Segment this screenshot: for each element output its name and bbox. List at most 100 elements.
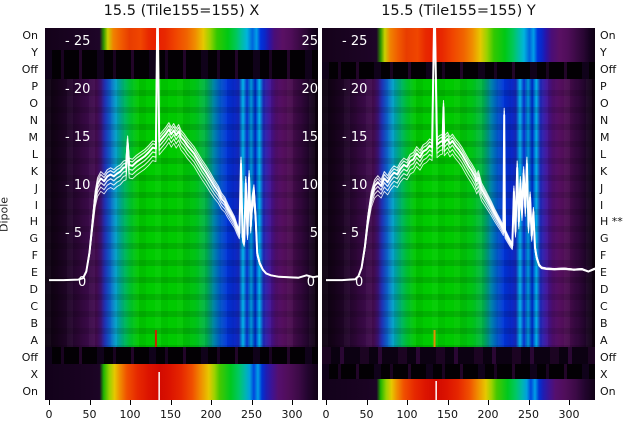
xtick-mark-p0-150 — [170, 400, 172, 405]
ytick-zero-p1: 0 — [355, 275, 364, 290]
ytick-between-25: 25 — [301, 34, 318, 49]
row-label-right-18: A — [600, 333, 608, 347]
ytick-inner-p0-5: - 5 — [65, 226, 83, 241]
xtick-mark-p1-200 — [488, 400, 489, 405]
xtick-mark-p0-100 — [130, 400, 131, 405]
ytick-between-5: 5 — [309, 226, 318, 241]
row-label-right-13: F — [600, 249, 607, 263]
xtick-label-p0-250: 250 — [241, 408, 262, 421]
xtick-label-p0-0: 0 — [45, 408, 53, 421]
row-label-right-6: M — [600, 130, 610, 144]
xtick-mark-p1-0 — [326, 400, 327, 405]
xtick-label-p0-150: 150 — [160, 408, 181, 421]
ytick-inner-p0-25: - 25 — [65, 34, 91, 49]
xtick-mark-p0-250 — [251, 400, 253, 405]
row-label-right-7: L — [600, 147, 607, 161]
row-label-right-14: E — [600, 266, 607, 280]
xtick-mark-p0-50 — [89, 400, 91, 405]
row-label-left-9: J — [34, 181, 38, 195]
ytick-between-zero: 0 — [306, 275, 315, 290]
row-label-right-21: On — [600, 384, 616, 398]
row-label-right-5: N — [600, 114, 609, 127]
row-label-left-13: F — [31, 249, 38, 263]
row-label-left-6: M — [28, 130, 39, 144]
xtick-label-p1-50: 50 — [359, 408, 374, 421]
x-panel-dipole-heatmap — [45, 79, 318, 347]
row-label-left-10: I — [34, 198, 38, 212]
xtick-label-p1-100: 100 — [396, 408, 418, 421]
y-panel-on-y-rows-band — [322, 28, 595, 62]
ytick-inner-p0-20: - 20 — [65, 82, 91, 97]
row-label-left-0: On — [22, 29, 38, 43]
row-label-right-9: J — [600, 181, 604, 195]
row-label-right-3: P — [600, 80, 607, 94]
heatmap-panel-x — [45, 28, 318, 400]
xtick-mark-p0-0 — [49, 400, 50, 405]
row-label-right-1: Y — [600, 46, 607, 60]
xtick-mark-p0-300 — [292, 400, 293, 405]
row-label-left-14: E — [31, 266, 38, 280]
row-label-left-8: K — [30, 164, 38, 178]
ytick-zero-p0: 0 — [78, 275, 87, 290]
row-label-left-17: B — [30, 316, 38, 330]
row-label-right-16: C — [600, 300, 608, 313]
ytick-inner-p1-20: - 20 — [342, 82, 368, 97]
bandpass-curve-X-4 — [49, 28, 318, 281]
ytick-inner-p1-25: - 25 — [342, 34, 368, 49]
xtick-label-p1-150: 150 — [437, 408, 458, 421]
bandpass-curve-X-3 — [49, 28, 318, 281]
row-label-left-15: D — [29, 283, 38, 297]
ytick-inner-p0-15: - 15 — [65, 130, 91, 145]
xtick-label-p1-300: 300 — [558, 408, 580, 421]
x-panel-on-row-band — [45, 28, 318, 50]
ytick-between-10: 10 — [301, 178, 318, 193]
xtick-label-p1-0: 0 — [322, 408, 330, 421]
row-label-right-15: D — [600, 283, 609, 297]
bandpass-curve-X-0 — [49, 28, 318, 282]
xtick-mark-p1-100 — [407, 400, 408, 405]
xtick-label-p0-200: 200 — [200, 408, 222, 421]
row-label-left-7: L — [31, 147, 38, 161]
y-panel-off-row-band2 — [322, 347, 595, 364]
row-label-right-4: O — [600, 97, 609, 111]
x-panel-curve-overlay — [49, 28, 318, 400]
row-label-right-17: B — [600, 316, 608, 330]
bandpass-curve-Y-5 — [326, 28, 595, 281]
right-panel-title: 15.5 (Tile155=155) Y — [381, 3, 536, 19]
row-label-right-19: Off — [600, 350, 617, 364]
row-label-left-18: A — [30, 333, 38, 347]
row-label-left-3: P — [31, 80, 38, 94]
row-label-right-8: K — [600, 164, 608, 178]
heatmap-panel-y — [322, 28, 595, 400]
row-label-right-2: Off — [600, 63, 617, 77]
ytick-between-20: 20 — [301, 82, 318, 97]
ytick-inner-p1-15: - 15 — [342, 130, 368, 145]
row-label-left-16: C — [30, 300, 38, 313]
row-label-left-11: H — [29, 215, 38, 229]
xtick-label-p0-300: 300 — [281, 408, 303, 421]
bandpass-curve-X-1 — [49, 28, 318, 281]
xtick-label-p0-100: 100 — [119, 408, 141, 421]
y-panel-on-row-band — [322, 379, 595, 400]
row-label-right-20: X — [600, 367, 608, 381]
xtick-mark-p1-150 — [447, 400, 449, 405]
y-panel-x-row-band — [322, 364, 595, 379]
row-label-right-10: I — [600, 198, 604, 212]
row-label-left-20: X — [30, 367, 38, 381]
x-panel-x-on-rows-band — [45, 364, 318, 400]
xtick-mark-p0-200 — [211, 400, 212, 405]
row-label-left-4: O — [29, 97, 38, 111]
row-label-left-2: Off — [21, 63, 38, 77]
row-label-left-5: N — [29, 114, 38, 127]
xtick-label-p1-250: 250 — [518, 408, 539, 421]
xtick-label-p1-200: 200 — [477, 408, 499, 421]
y-panel-off-row-band — [322, 62, 595, 79]
row-label-left-12: G — [29, 232, 38, 246]
row-label-right-0: On — [600, 29, 616, 43]
y-panel-dipole-heatmap — [322, 79, 595, 347]
x-panel-off-row-band — [45, 347, 318, 364]
bandpass-curve-X-2 — [49, 28, 318, 281]
xtick-mark-p1-300 — [569, 400, 570, 405]
row-label-left-21: On — [22, 384, 38, 398]
